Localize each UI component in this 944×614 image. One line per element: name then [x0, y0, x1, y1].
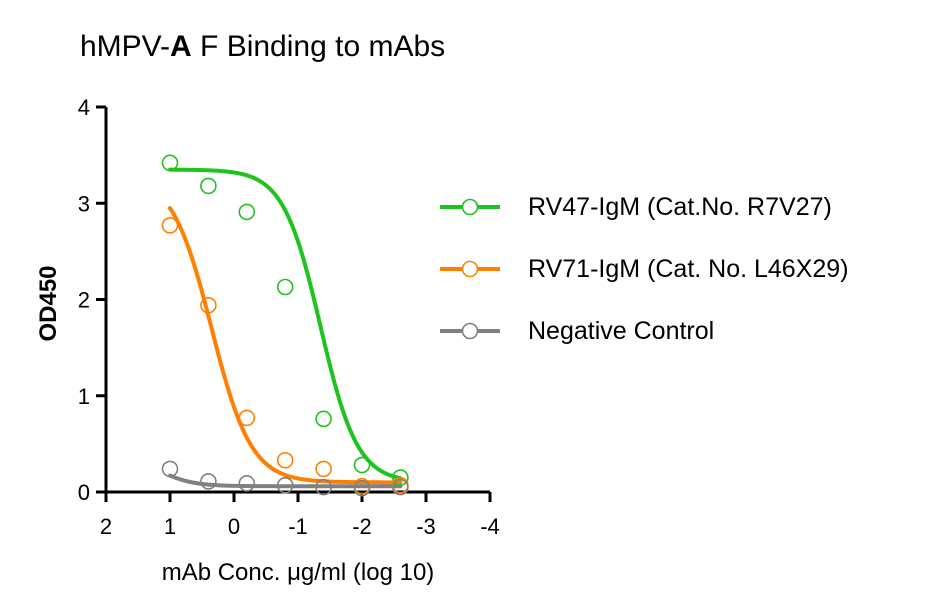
legend-swatch-marker [461, 260, 479, 278]
data-point-series-2 [200, 473, 217, 490]
data-point-series-0 [392, 469, 409, 486]
y-tick-label: 4 [78, 95, 90, 120]
data-point-series-2 [276, 476, 294, 494]
chart-title-suffix: F Binding to mAbs [191, 30, 446, 63]
data-point-series-1 [238, 409, 256, 427]
legend-item: RV47-IgM (Cat.No. R7V27) [438, 176, 849, 238]
x-axis-title: mAb Conc. μg/ml (log 10) [162, 559, 435, 586]
fit-curve-series-0 [168, 167, 403, 481]
x-tick-label: 0 [228, 514, 240, 539]
data-point-series-1 [161, 217, 179, 234]
data-points [161, 154, 409, 497]
y-tick-label: 0 [78, 480, 90, 505]
legend-item: RV71-IgM (Cat. No. L46X29) [438, 238, 849, 300]
legend: RV47-IgM (Cat.No. R7V27) RV71-IgM (Cat. … [438, 176, 849, 362]
x-tick-label: 1 [164, 514, 176, 539]
data-point-series-0 [353, 456, 371, 474]
data-point-series-2 [353, 479, 371, 497]
x-tick-label: -3 [416, 514, 436, 539]
axes: 0 1 2 3 4 2 1 0 -1 -2 -3 -4 mAb Conc. μg/ml (log 10)… [35, 95, 500, 586]
legend-swatch-rv47 [440, 198, 500, 216]
data-point-series-0 [161, 154, 179, 172]
x-tick-label: -4 [480, 514, 500, 539]
y-axis-title: OD450 [35, 265, 62, 341]
data-point-series-0 [276, 278, 294, 296]
data-point-series-1 [200, 296, 217, 314]
data-point-series-2 [315, 478, 332, 496]
data-point-series-2 [392, 478, 409, 496]
data-point-series-1 [315, 460, 332, 478]
x-tick-label: -1 [288, 514, 308, 539]
legend-label-rv47: RV47-IgM (Cat.No. R7V27) [528, 192, 832, 221]
y-tick-label: 1 [78, 384, 90, 409]
chart-title: hMPV-A F Binding to mAbs [80, 30, 445, 64]
legend-swatch-rv71 [440, 260, 500, 278]
y-tick-label: 3 [78, 191, 90, 216]
data-point-series-0 [200, 177, 217, 195]
y-tick-label: 2 [78, 288, 90, 313]
legend-item: Negative Control [438, 300, 849, 362]
chart-title-bold: A [170, 30, 192, 63]
legend-swatch-marker [461, 322, 479, 340]
legend-swatch-negative-control [440, 322, 500, 340]
legend-label-rv71: RV71-IgM (Cat. No. L46X29) [528, 254, 849, 283]
data-point-series-0 [315, 410, 332, 428]
legend-label-negative-control: Negative Control [528, 316, 715, 345]
fit-curve-series-2 [168, 473, 403, 489]
data-point-series-2 [238, 475, 256, 492]
chart-title-prefix: hMPV- [80, 30, 171, 63]
fit-curve-series-1 [168, 206, 403, 485]
data-point-series-2 [161, 460, 179, 478]
x-tick-label: -2 [352, 514, 372, 539]
fit-curves [168, 167, 403, 489]
data-point-series-1 [276, 451, 294, 469]
legend-swatch-marker [461, 198, 479, 216]
x-tick-label: 2 [100, 514, 112, 539]
data-point-series-0 [238, 203, 256, 221]
